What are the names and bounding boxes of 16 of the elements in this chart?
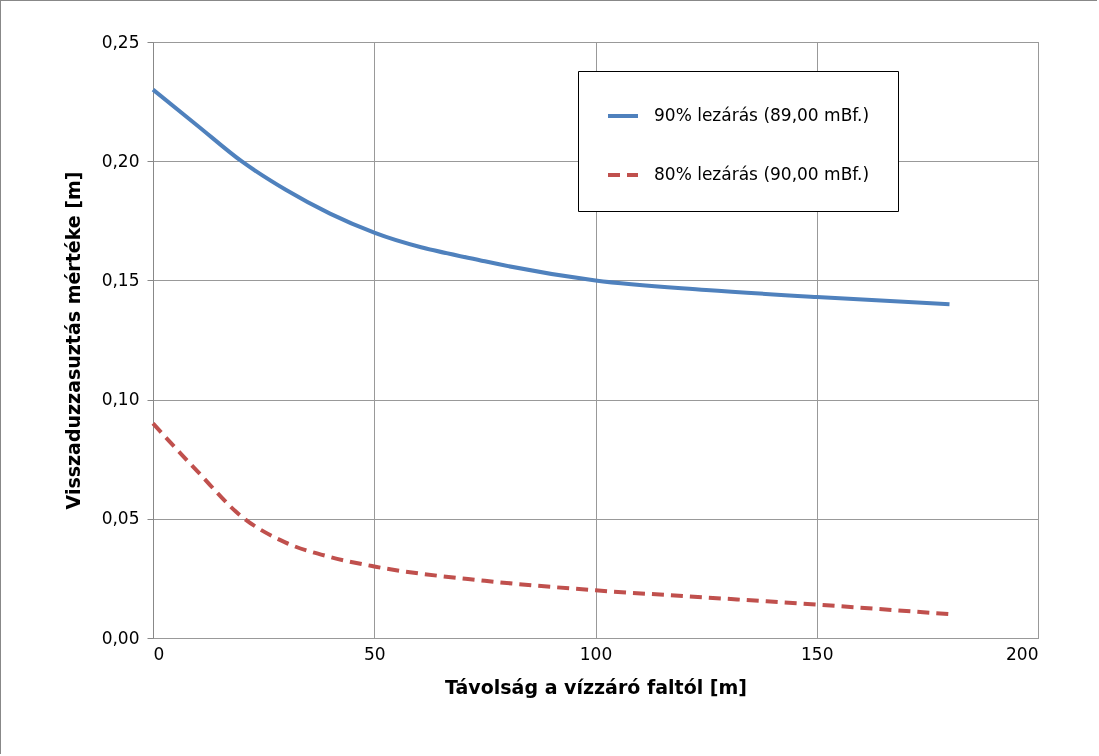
y-tick-label: 0,25	[101, 31, 140, 52]
y-tick-label: 0,20	[101, 150, 140, 171]
x-tick-label: 200	[1006, 643, 1039, 664]
x-axis-title: Távolság a vízzáró faltól [m]	[445, 675, 747, 698]
x-tick-label: 0	[153, 643, 165, 664]
y-tick-label: 0,05	[101, 508, 140, 529]
x-tick-label: 100	[579, 643, 613, 664]
x-tick-label: 150	[801, 643, 834, 664]
y-axis-title: Visszaduzzasuztás mértéke [m]	[61, 171, 84, 510]
y-tick-label: 0,10	[101, 389, 140, 410]
legend-label: 90% lezárás (89,00 mBf.)	[654, 105, 870, 125]
y-tick-label: 0,15	[101, 269, 140, 290]
line-series	[151, 87, 952, 307]
x-tick-label: 50	[363, 643, 386, 664]
y-tick-label: 0,00	[101, 627, 140, 648]
legend-label: 80% lezárás (90,00 mBf.)	[654, 164, 870, 184]
